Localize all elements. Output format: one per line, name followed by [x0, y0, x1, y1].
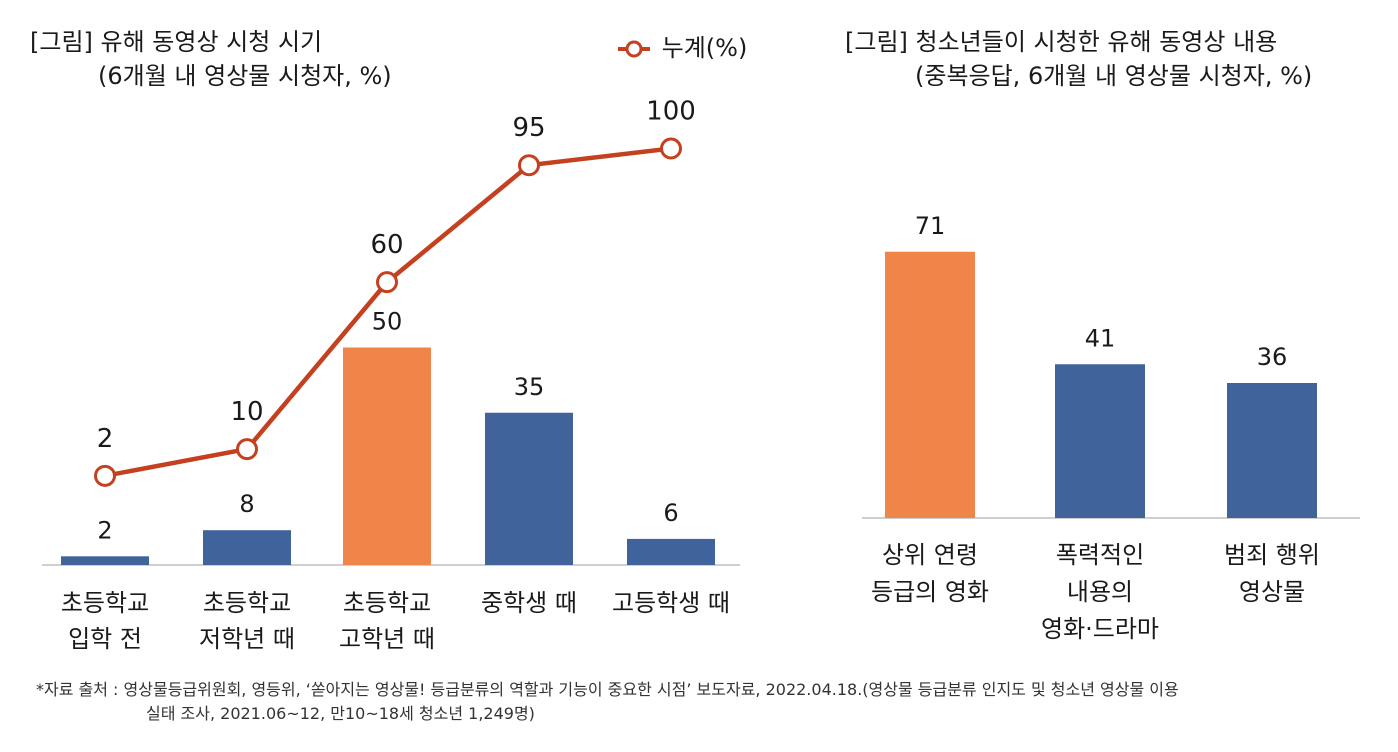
bar-value-label: 8: [239, 490, 254, 518]
line-point: [518, 154, 540, 177]
left-chart-title: [그림] 유해 동영상 시청 시기 (6개월 내 영상물 시청자, %): [30, 25, 392, 93]
category-label: 초등학교: [343, 589, 431, 617]
right-title-line2: (중복응답, 6개월 내 영상물 시청자, %): [915, 62, 1313, 90]
left-title-line2: (6개월 내 영상물 시청자, %): [98, 62, 392, 90]
category-label: 등급의 영화: [871, 578, 989, 606]
bar-value-label: 50: [372, 308, 403, 336]
line-value-label: 2: [97, 424, 114, 454]
line-value-label: 10: [230, 397, 263, 427]
footnote-line2: 실태 조사, 2021.06~12, 만10~18세 청소년 1,249명): [146, 704, 535, 723]
bar-value-label: 36: [1257, 343, 1288, 371]
bar: [343, 347, 431, 565]
category-label: 범죄 행위: [1224, 541, 1320, 569]
legend-label: 누계(%): [661, 34, 748, 62]
bar-value-label: 35: [514, 373, 545, 401]
category-label: 저학년 때: [199, 625, 295, 653]
line-value-label: 60: [370, 230, 403, 260]
bar-value-label: 2: [97, 516, 112, 544]
footnote: *자료 출처 : 영상물등급위원회, 영등위, ‘쏟아지는 영상물! 등급분류의…: [36, 678, 1179, 726]
category-label: 초등학교: [61, 589, 149, 617]
bar: [61, 556, 149, 565]
category-label: 고학년 때: [339, 625, 435, 653]
category-label: 영화·드라마: [1041, 615, 1159, 643]
legend-marker-icon: [618, 40, 650, 58]
line-point: [236, 438, 258, 461]
line-point: [660, 137, 682, 160]
bar: [885, 251, 975, 518]
right-chart-title: [그림] 청소년들이 시청한 유해 동영상 내용 (중복응답, 6개월 내 영상…: [845, 25, 1312, 93]
line-point: [94, 464, 116, 487]
bar: [203, 530, 291, 565]
right-title-line1: [그림] 청소년들이 시청한 유해 동영상 내용: [845, 28, 1278, 56]
line-legend: 누계(%): [618, 28, 747, 63]
footnote-line1: *자료 출처 : 영상물등급위원회, 영등위, ‘쏟아지는 영상물! 등급분류의…: [36, 680, 1179, 699]
bar-value-label: 6: [663, 499, 678, 527]
line-point: [376, 271, 398, 294]
category-label: 내용의: [1067, 578, 1133, 606]
category-label: 영상물: [1239, 578, 1305, 606]
bar-value-label: 71: [915, 212, 946, 240]
category-label: 입학 전: [68, 625, 142, 653]
bar: [485, 412, 573, 565]
category-label: 상위 연령: [882, 541, 978, 569]
line-value-label: 100: [646, 97, 696, 127]
category-label: 중학생 때: [481, 589, 577, 617]
bar: [627, 538, 715, 565]
category-label: 고등학생 때: [612, 589, 730, 617]
category-label: 초등학교: [203, 589, 291, 617]
bar: [1227, 383, 1317, 518]
bar: [1055, 364, 1145, 518]
line-value-label: 95: [512, 113, 545, 143]
left-title-line1: [그림] 유해 동영상 시청 시기: [30, 28, 323, 56]
category-label: 폭력적인: [1056, 541, 1144, 569]
bar-value-label: 41: [1085, 324, 1116, 352]
